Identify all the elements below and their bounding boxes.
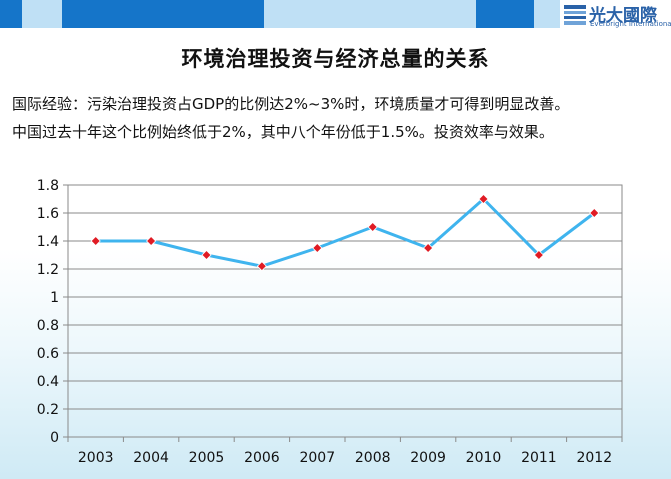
x-tick-label: 2012 xyxy=(576,450,612,466)
top-banner xyxy=(0,0,671,28)
y-tick-label: 0.8 xyxy=(37,318,59,334)
slide-title: 环境治理投资与经济总量的关系 xyxy=(181,47,490,71)
plot-frame xyxy=(67,184,623,438)
data-point-marker xyxy=(312,242,323,254)
description-line-2: 中国过去十年这个比例始终低于2%，其中八个年份低于1.5%。投资效率与效果。 xyxy=(12,123,554,141)
x-tick-label: 2005 xyxy=(189,450,225,466)
x-tick-label: 2011 xyxy=(521,450,557,466)
y-tick-label: 0.4 xyxy=(37,374,59,390)
y-tick-label: 1.6 xyxy=(37,206,59,222)
data-point-marker xyxy=(256,261,267,272)
data-point-marker xyxy=(367,221,378,233)
data-point-marker xyxy=(146,235,157,247)
banner-segment xyxy=(534,0,560,28)
data-point-marker xyxy=(533,249,544,261)
x-tick-label: 2007 xyxy=(299,450,335,466)
x-tick-label: 2006 xyxy=(244,450,280,466)
logo-text-cn: 光大國際 xyxy=(589,6,657,26)
company-logo: 光大國際 Everbright International xyxy=(560,1,671,31)
logo-text-en: Everbright International xyxy=(590,20,671,28)
x-tick-label: 2010 xyxy=(466,450,502,466)
y-tick-label: 0.6 xyxy=(37,346,59,362)
y-tick-label: 1 xyxy=(50,290,59,306)
description-line-1: 国际经验：污染治理投资占GDP的比例达2%~3%时，环境质量才可得到明显改善。 xyxy=(12,95,570,113)
y-tick-label: 1.8 xyxy=(37,178,59,194)
y-tick-label: 0.2 xyxy=(37,402,59,418)
banner-segment xyxy=(476,0,534,28)
banner-segment xyxy=(0,0,22,28)
x-tick-label: 2009 xyxy=(410,450,446,466)
logo-mark-icon xyxy=(564,5,586,25)
series-line xyxy=(95,197,596,268)
data-point-marker xyxy=(589,207,600,219)
data-point-marker xyxy=(90,235,101,247)
banner-segment xyxy=(22,0,62,28)
y-tick-label: 1.4 xyxy=(37,234,59,250)
y-tick-label: 1.2 xyxy=(37,262,59,278)
banner-segment xyxy=(264,0,476,28)
y-tick-label: 0 xyxy=(50,430,59,446)
data-point-marker xyxy=(478,193,489,205)
banner-segment xyxy=(62,0,264,28)
x-tick-label: 2004 xyxy=(133,450,169,466)
x-tick-label: 2003 xyxy=(78,450,114,466)
data-point-marker xyxy=(423,242,434,254)
x-tick-label: 2008 xyxy=(355,450,391,466)
data-point-marker xyxy=(201,249,212,261)
